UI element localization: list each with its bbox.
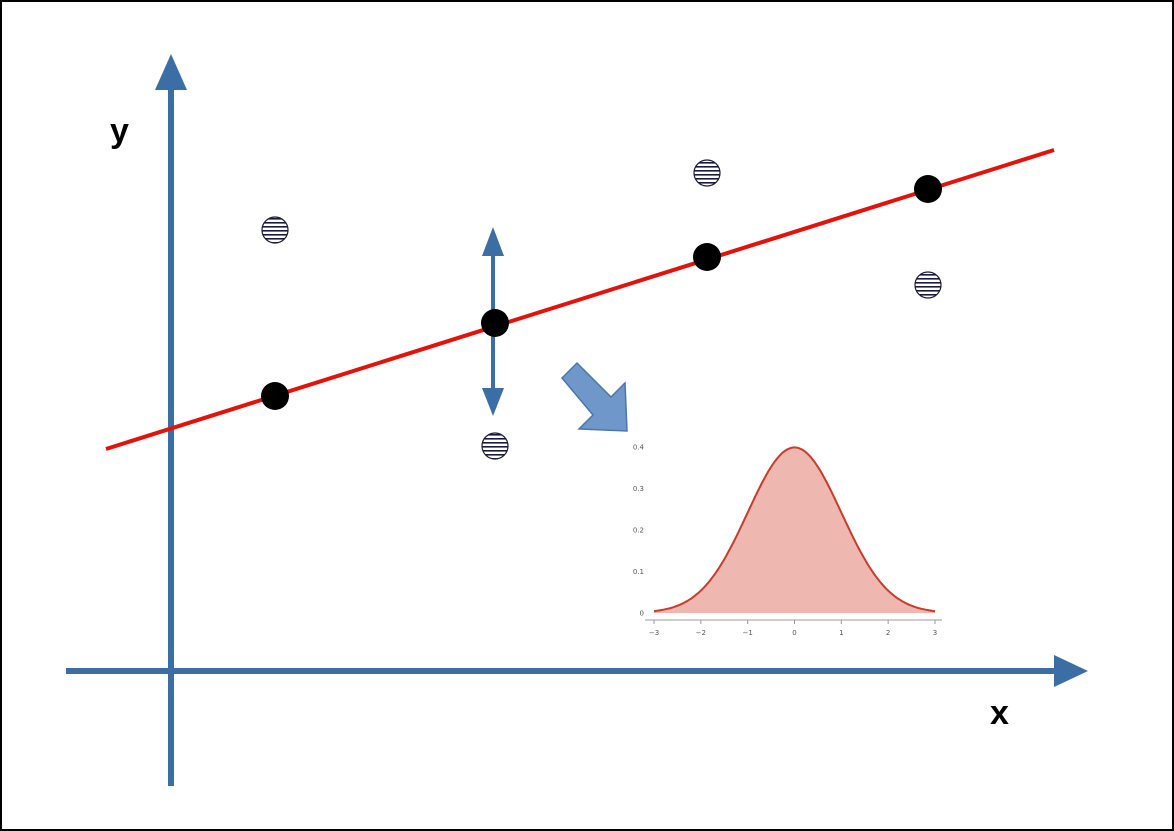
diagonal-arrow-icon — [560, 361, 628, 432]
x-axis-arrowhead — [1054, 655, 1088, 687]
regression-line — [105, 148, 1055, 451]
observed-point — [481, 432, 509, 460]
inset-x-tick-label: 1 — [839, 629, 843, 637]
inset-y-tick-label: 0 — [640, 610, 644, 618]
observed-point — [261, 216, 289, 244]
y-axis-arrowhead — [155, 54, 187, 90]
density-curve — [653, 446, 936, 613]
observed-point — [693, 159, 721, 187]
inset-y-ticks: 0 0.1 0.2 0.3 0.4 — [633, 444, 645, 618]
fitted-points — [261, 175, 942, 410]
inset-x-tick-label: −1 — [743, 629, 753, 637]
inset-y-tick-label: 0.3 — [633, 485, 644, 493]
inset-density-plot: −3 −2 −1 0 1 2 3 0 0.1 0.2 0.3 0.4 — [633, 444, 942, 637]
inset-x-tick-label: 3 — [933, 629, 937, 637]
x-axis-label: x — [990, 694, 1009, 732]
density-area — [654, 447, 935, 613]
inset-x-tick-label: −2 — [696, 629, 706, 637]
inset-x-tick-label: −3 — [649, 629, 659, 637]
fitted-point — [481, 309, 509, 337]
inset-y-tick-label: 0.1 — [633, 568, 644, 576]
inset-y-tick-label: 0.2 — [633, 527, 644, 535]
observed-point — [914, 271, 942, 299]
fitted-point — [914, 175, 942, 203]
axes: x y — [66, 54, 1088, 786]
y-axis-label: y — [110, 112, 129, 150]
observed-points — [261, 159, 942, 460]
inset-x-tick-label: 2 — [886, 629, 890, 637]
inset-y-tick-label: 0.4 — [633, 444, 645, 452]
fitted-point — [693, 243, 721, 271]
fitted-point — [261, 382, 289, 410]
inset-x-ticks: −3 −2 −1 0 1 2 3 — [649, 620, 937, 637]
inset-x-tick-label: 0 — [792, 629, 796, 637]
